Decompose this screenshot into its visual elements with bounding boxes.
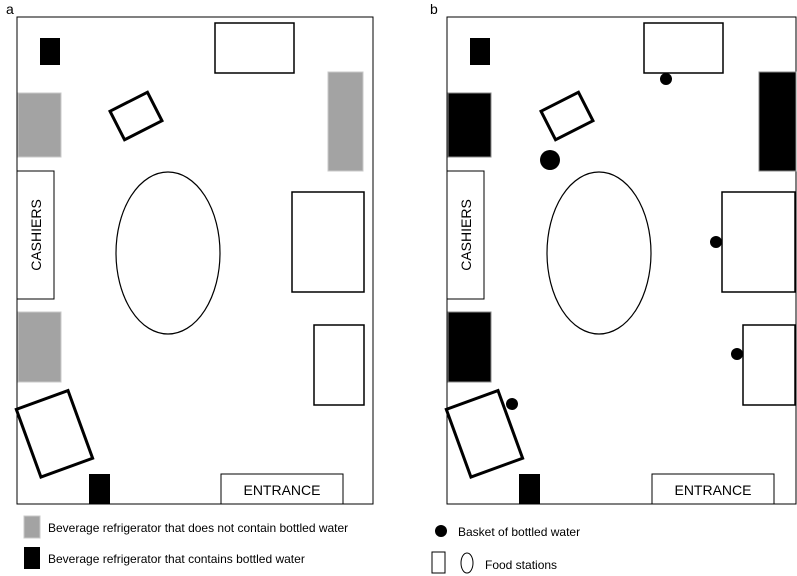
panel-b: b CASHIERS ENTRANCE xyxy=(430,1,797,505)
food-station-top xyxy=(214,22,295,74)
food-station-right-lower xyxy=(742,324,796,406)
food-station-oval xyxy=(546,171,652,335)
food-station-right-upper xyxy=(721,191,796,293)
water-basket xyxy=(660,73,672,85)
legend: Beverage refrigerator that does not cont… xyxy=(23,515,580,574)
water-basket xyxy=(710,236,722,248)
black-fridge-top-left xyxy=(40,38,60,65)
panel-a-letter: a xyxy=(6,1,14,17)
food-station-top xyxy=(643,22,724,74)
panel-b-letter: b xyxy=(430,1,438,17)
gray-fridge-left-upper xyxy=(17,92,62,158)
entrance-label: ENTRANCE xyxy=(674,482,751,498)
entrance-label: ENTRANCE xyxy=(243,482,320,498)
legend-food-station-rect-icon xyxy=(431,551,446,574)
entrance-box xyxy=(220,473,344,505)
cashiers-label: CASHIERS xyxy=(458,199,474,271)
food-station-bottom-left xyxy=(14,388,95,479)
cashiers-area xyxy=(446,170,485,300)
legend-gray-fridge-swatch xyxy=(23,515,41,539)
panel-b-floor-outline xyxy=(446,16,797,505)
legend-black-fridge-swatch xyxy=(24,547,40,569)
food-station-right-lower xyxy=(313,324,365,406)
cashiers-area xyxy=(16,170,55,300)
food-station-tilted xyxy=(108,90,164,142)
black-fridge-left-lower xyxy=(447,311,492,383)
food-station-bottom-left xyxy=(444,388,525,479)
panel-a: a CASHIERS ENTRANCE xyxy=(6,1,374,505)
panel-a-floor-outline xyxy=(16,16,374,505)
black-fridge-right xyxy=(758,71,797,172)
legend-basket-icon xyxy=(435,525,447,537)
food-station-oval xyxy=(115,171,221,335)
black-fridge-left-upper xyxy=(447,92,492,158)
gray-fridge-left-lower xyxy=(17,311,62,383)
legend-food-stations-text: Food stations xyxy=(485,558,557,572)
black-fridge-bottom xyxy=(519,474,540,504)
black-fridge-bottom xyxy=(89,474,110,504)
cashiers-label: CASHIERS xyxy=(28,199,44,271)
water-basket xyxy=(540,150,560,170)
legend-black-fridge-text: Beverage refrigerator that contains bott… xyxy=(48,552,305,566)
legend-basket-text: Basket of bottled water xyxy=(458,525,580,539)
water-basket xyxy=(506,398,518,410)
entrance-box xyxy=(651,473,775,505)
legend-gray-fridge-text: Beverage refrigerator that does not cont… xyxy=(48,521,348,535)
food-station-tilted xyxy=(539,90,595,142)
black-fridge-top-left xyxy=(470,38,490,65)
food-station-right-upper xyxy=(291,191,365,293)
legend-food-station-oval-icon xyxy=(460,552,474,574)
gray-fridge-right xyxy=(327,71,364,172)
water-basket xyxy=(731,348,743,360)
